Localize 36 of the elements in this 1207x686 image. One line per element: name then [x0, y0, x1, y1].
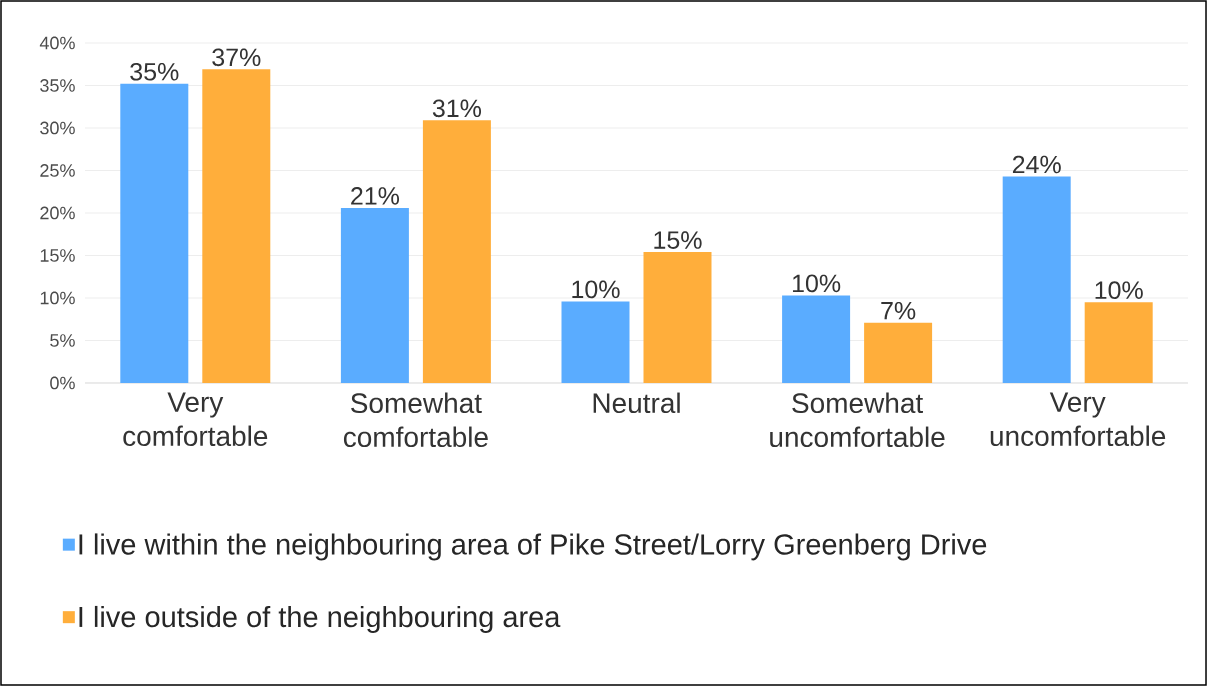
bar — [202, 69, 271, 383]
y-tick-label: 40% — [39, 36, 75, 50]
y-tick-label: 15% — [40, 249, 75, 262]
data-label: 31% — [432, 99, 482, 118]
bar — [1002, 176, 1071, 383]
x-tick-label: Neutral — [593, 392, 680, 414]
data-label: 15% — [654, 231, 702, 249]
bar — [782, 295, 851, 383]
bar — [1084, 302, 1153, 383]
data-label: 10% — [792, 274, 841, 293]
y-tick-label: 25% — [40, 164, 75, 177]
legend-label: I live outside of the neighbouring area — [79, 605, 561, 633]
legend-label: I live within the neighbouring area of Pike Street/Lorry Greenberg Drive — [79, 533, 987, 561]
y-tick-label: 0% — [50, 376, 75, 390]
y-tick-label: 20% — [40, 206, 75, 220]
x-tick-label: Somewhat uncomfortable — [770, 392, 945, 448]
data-label: 10% — [1095, 281, 1143, 300]
y-tick-label: 30% — [40, 121, 75, 135]
x-tick-label: Somewhat comfortable — [343, 392, 488, 448]
bar — [561, 301, 630, 383]
x-tick-label: Very uncomfortable — [990, 392, 1166, 447]
data-label: 37% — [212, 48, 261, 67]
x-tick-label: Very comfortable — [123, 392, 268, 447]
data-label: 7% — [881, 301, 916, 320]
bar — [120, 83, 189, 383]
bar — [643, 252, 712, 383]
data-label: 24% — [1012, 155, 1061, 174]
y-tick-label: 10% — [40, 291, 75, 305]
bar — [864, 322, 933, 383]
y-tick-label: 5% — [50, 334, 75, 347]
data-label: 10% — [572, 280, 620, 299]
data-label: 35% — [130, 62, 179, 81]
data-label: 21% — [351, 187, 400, 205]
bar — [422, 120, 491, 383]
y-tick-label: 35% — [40, 79, 75, 92]
bar — [340, 207, 409, 383]
